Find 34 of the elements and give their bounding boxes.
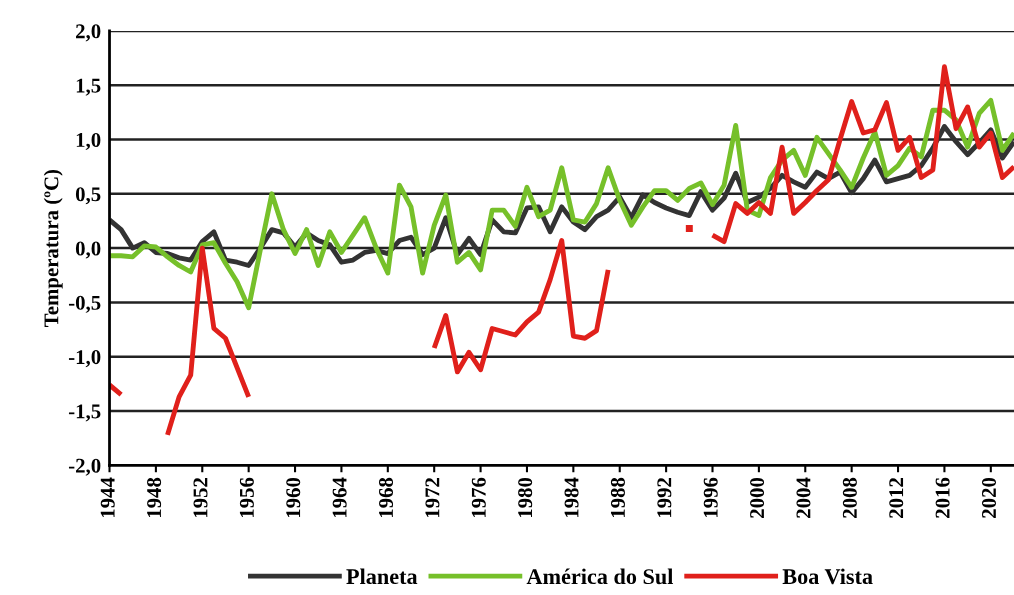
y-tick-label: 2,0 bbox=[76, 24, 101, 42]
x-tick-label: 1972 bbox=[425, 477, 440, 518]
x-tick-label: 1976 bbox=[471, 477, 486, 518]
x-tick-label: 2004 bbox=[796, 477, 811, 518]
x-tick-label: 1984 bbox=[564, 477, 579, 518]
legend-label: Planeta bbox=[346, 568, 418, 585]
y-axis-title: Temperatura (ºC) bbox=[43, 169, 63, 327]
line-series bbox=[109, 98, 1014, 311]
x-tick-label: 1952 bbox=[193, 477, 208, 518]
y-tick-label: 0,5 bbox=[75, 187, 101, 205]
x-tick-label: 1992 bbox=[657, 477, 672, 518]
y-tick-label: -0,5 bbox=[68, 295, 101, 313]
y-tick-label: -1,0 bbox=[68, 350, 101, 368]
x-tick-label: 2020 bbox=[981, 477, 997, 518]
x-tick-label: 1996 bbox=[703, 477, 718, 518]
x-tick-label: 1956 bbox=[239, 477, 254, 518]
x-tick-label: 1964 bbox=[332, 477, 347, 518]
x-tick-label: 2000 bbox=[750, 477, 765, 518]
x-tick-label: 1968 bbox=[378, 477, 394, 518]
x-tick-label: 1948 bbox=[147, 477, 162, 518]
y-tick-label: -1,5 bbox=[68, 404, 101, 422]
x-tick-label: 1944 bbox=[100, 477, 115, 518]
x-tick-label: 2008 bbox=[842, 477, 857, 518]
x-tick-label: 1960 bbox=[286, 477, 301, 518]
legend-label: Boa Vista bbox=[782, 568, 873, 585]
y-tick-label: 0,0 bbox=[75, 241, 101, 259]
x-tick-label: 2016 bbox=[935, 477, 950, 518]
legend-label: América do Sul bbox=[526, 568, 674, 585]
y-tick-label: 1,5 bbox=[76, 78, 101, 96]
x-tick-label: 1980 bbox=[518, 477, 533, 518]
x-tick-label: 2012 bbox=[889, 477, 904, 518]
y-tick-label: 1,0 bbox=[76, 132, 101, 150]
y-tick-label: -2,0 bbox=[68, 458, 101, 476]
x-tick-label: 1988 bbox=[610, 477, 625, 518]
